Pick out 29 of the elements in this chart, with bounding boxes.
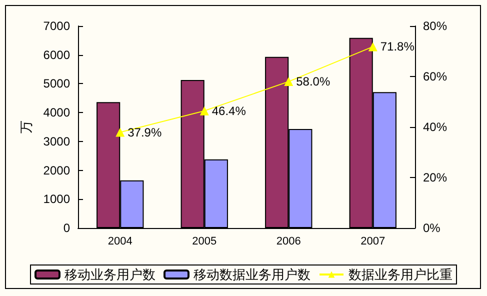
data-label: 71.8%	[380, 40, 415, 54]
y-tick-label: 0	[63, 221, 70, 235]
x-tick-label: 2004	[108, 236, 132, 248]
y2-tick-label: 80%	[423, 19, 448, 33]
point	[116, 128, 125, 137]
legend-label: 数据业务用户比重	[348, 267, 452, 282]
x-tick-label: 2006	[276, 236, 301, 248]
y2-tick-label: 20%	[423, 170, 448, 184]
y-tick-label: 1000	[43, 192, 70, 206]
y-axis-title: 万	[18, 120, 34, 134]
point	[200, 106, 209, 116]
y-tick-label: 6000	[43, 48, 70, 62]
point	[284, 77, 294, 86]
y-tick-label: 2000	[43, 163, 70, 178]
y2-tick-label: 0%	[423, 221, 441, 235]
legend-label: 移动业务用户数	[64, 267, 156, 282]
x-tick-label: 2005	[192, 236, 217, 248]
x-tick-label: 2007	[360, 236, 386, 248]
data-label: 37.9%	[128, 125, 162, 140]
y-tick-label: 5000	[43, 76, 70, 91]
data-label: 46.4%	[212, 104, 246, 118]
point	[368, 42, 378, 52]
y2-tick-label: 40%	[423, 120, 448, 134]
data-label: 58.0%	[296, 74, 330, 89]
y-tick-label: 7000	[43, 19, 70, 33]
y-tick-label: 3000	[43, 134, 70, 148]
legend-label: 移动数据业务用户数	[194, 267, 310, 282]
y-tick-label: 4000	[43, 106, 70, 120]
y2-tick-label: 60%	[423, 70, 448, 84]
